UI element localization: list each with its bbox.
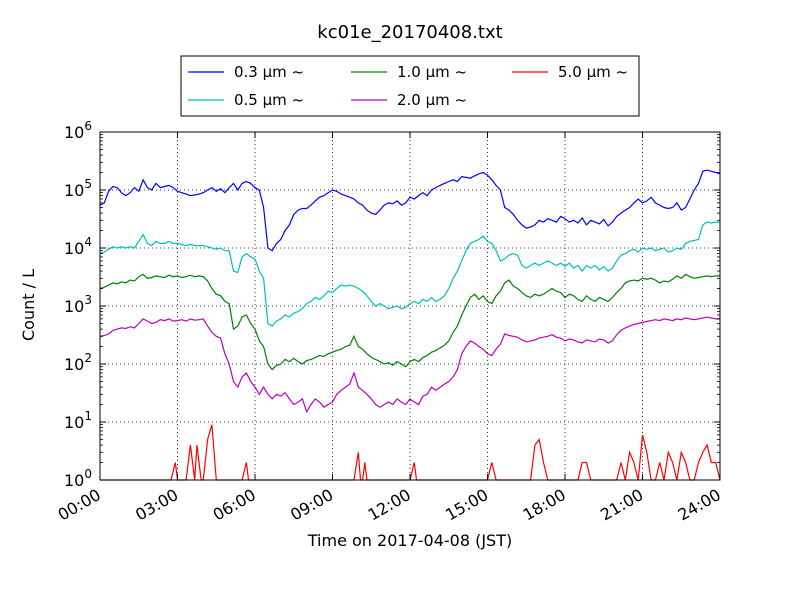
y-tick-label: 100 xyxy=(64,467,92,490)
x-tick-label: 18:00 xyxy=(520,485,569,525)
legend-label-0-5-m: 0.5 μm ~ xyxy=(234,91,304,109)
legend-label-2-0-m: 2.0 μm ~ xyxy=(397,91,467,109)
chart-title: kc01e_20170408.txt xyxy=(317,22,502,43)
x-tick-label: 09:00 xyxy=(287,485,336,525)
y-tick-label: 106 xyxy=(64,119,92,142)
series-line-0-5-m xyxy=(99,221,720,327)
x-axis-label: Time on 2017-04-08 (JST) xyxy=(307,531,512,550)
legend-frame xyxy=(180,55,640,117)
x-tick-label: 24:00 xyxy=(675,485,724,525)
x-tick-label: 00:00 xyxy=(55,485,104,525)
series-line-5-0-m xyxy=(100,424,721,481)
series-line-0-3-m xyxy=(99,169,721,252)
legend-label-0-3-m: 0.3 μm ~ xyxy=(234,63,304,81)
y-tick-label: 105 xyxy=(64,177,92,200)
y-tick-label: 104 xyxy=(64,235,92,258)
x-tick-label: 15:00 xyxy=(442,485,491,525)
x-tick-label: 12:00 xyxy=(365,485,414,525)
y-tick-label: 101 xyxy=(64,409,92,432)
x-tick-label: 03:00 xyxy=(132,485,181,525)
x-tick-label: 06:00 xyxy=(210,485,259,525)
y-axis-label: Count / L xyxy=(19,269,38,341)
y-tick-label: 102 xyxy=(64,351,92,374)
series-line-1-0-m xyxy=(99,273,720,371)
legend: 0.3 μm ~ 0.5 μm ~ 1.0 μm ~ 2.0 μm ~ 5.0 μm ~ xyxy=(180,55,640,117)
x-tick-label: 21:00 xyxy=(597,485,646,525)
legend-label-1-0-m: 1.0 μm ~ xyxy=(397,63,467,81)
y-tick-label: 103 xyxy=(64,293,92,316)
series-line-2-0-m xyxy=(99,316,720,414)
legend-label-5-0-m: 5.0 μm ~ xyxy=(558,63,628,81)
